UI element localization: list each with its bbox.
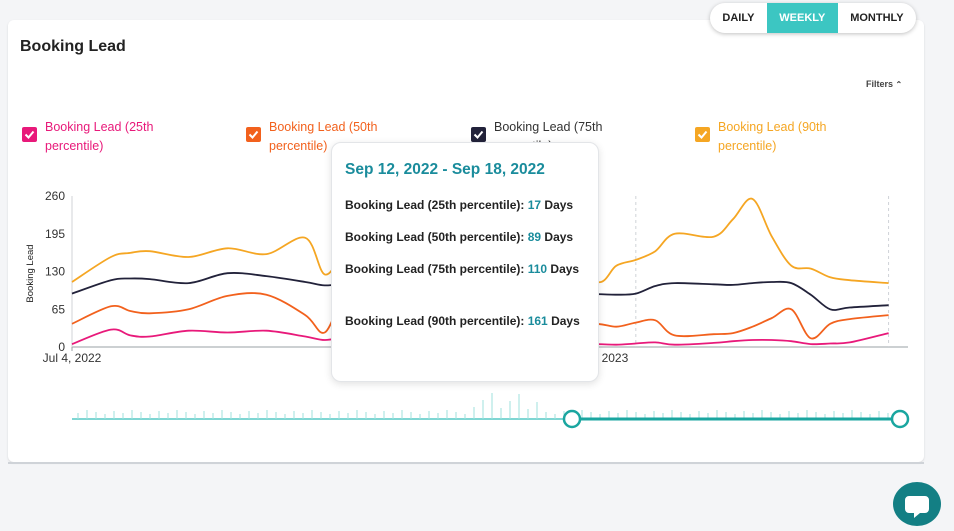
- legend-label: Booking Lead (50th percentile): [269, 120, 378, 153]
- y-tick-label: 260: [45, 189, 65, 203]
- filters-toggle[interactable]: Filters ⌃: [866, 79, 902, 89]
- range-toggle[interactable]: DAILY WEEKLY MONTHLY: [710, 3, 916, 33]
- tooltip-row-label: Booking Lead (50th percentile):: [345, 230, 525, 244]
- range-option-daily[interactable]: DAILY: [722, 12, 755, 24]
- checkbox-icon[interactable]: [22, 127, 37, 142]
- legend-item-90th[interactable]: Booking Lead (90th percentile): [695, 118, 845, 156]
- x-tick-label: Jul 4, 2022: [43, 351, 102, 365]
- page-title: Booking Lead: [20, 38, 126, 55]
- tooltip-row-value: 110: [527, 262, 548, 276]
- chat-icon: [905, 496, 929, 518]
- range-option-weekly[interactable]: WEEKLY: [766, 3, 838, 33]
- chat-launcher-button[interactable]: [893, 482, 941, 526]
- tooltip-row: Booking Lead (90th percentile): 161 Days: [345, 312, 585, 331]
- y-tick-label: 65: [52, 302, 66, 316]
- tooltip-title: Sep 12, 2022 - Sep 18, 2022: [345, 161, 545, 178]
- tooltip-row-unit: Days: [550, 262, 580, 276]
- tooltip-row-label: Booking Lead (75th percentile):: [345, 262, 525, 276]
- tooltip-row-label: Booking Lead (90th percentile):: [345, 314, 525, 328]
- tooltip-row: Booking Lead (50th percentile): 89 Days: [345, 228, 585, 247]
- tooltip-row-unit: Days: [544, 230, 574, 244]
- y-axis-label: Booking Lead: [25, 244, 36, 302]
- brush-handle-end[interactable]: [890, 409, 910, 429]
- checkbox-icon[interactable]: [246, 127, 261, 142]
- legend-item-50th[interactable]: Booking Lead (50th percentile): [246, 118, 396, 156]
- brush-handle-start[interactable]: [562, 409, 582, 429]
- chevron-up-icon: ⌃: [895, 80, 903, 89]
- tooltip-row-value: 161: [527, 314, 548, 328]
- y-tick-label: 130: [45, 265, 65, 279]
- checkbox-icon[interactable]: [695, 127, 710, 142]
- tooltip-row-value: 89: [527, 230, 542, 244]
- legend-label: Booking Lead (90th percentile): [718, 120, 827, 153]
- tooltip-row: Booking Lead (25th percentile): 17 Days: [345, 196, 585, 215]
- tooltip-row-label: Booking Lead (25th percentile):: [345, 198, 525, 212]
- y-tick-label: 0: [58, 340, 65, 354]
- chart-tooltip: Sep 12, 2022 - Sep 18, 2022 Booking Lead…: [331, 142, 599, 382]
- range-option-monthly[interactable]: MONTHLY: [850, 12, 904, 24]
- legend-item-25th[interactable]: Booking Lead (25th percentile): [22, 118, 172, 156]
- tooltip-row-unit: Days: [551, 314, 580, 328]
- tooltip-row-value: 17: [527, 198, 542, 212]
- y-tick-label: 195: [45, 227, 65, 241]
- filters-label: Filters: [866, 79, 894, 89]
- tooltip-row-unit: Days: [544, 198, 574, 212]
- card-divider: [8, 462, 924, 464]
- tooltip-row: Booking Lead (75th percentile): 110 Days: [345, 260, 585, 279]
- checkbox-icon[interactable]: [471, 127, 486, 142]
- legend-label: Booking Lead (25th percentile): [45, 120, 154, 153]
